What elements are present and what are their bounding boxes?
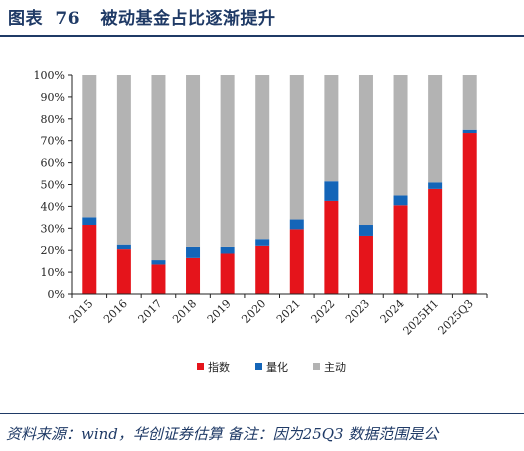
bar-量化-2025H1 bbox=[428, 182, 443, 189]
x-tick-label: 2022 bbox=[309, 297, 338, 326]
bar-指数-2024 bbox=[393, 205, 408, 294]
bar-指数-2025H1 bbox=[428, 188, 443, 294]
y-tick-label: 50% bbox=[41, 179, 65, 192]
legend-swatch-量化 bbox=[255, 363, 262, 370]
legend-label-指数: 指数 bbox=[208, 360, 230, 374]
bar-量化-2016 bbox=[116, 244, 131, 250]
x-tick-label: 2020 bbox=[239, 297, 268, 326]
bar-量化-2023 bbox=[358, 225, 373, 236]
bar-量化-2025Q3 bbox=[462, 129, 477, 134]
legend-swatch-指数 bbox=[197, 363, 204, 370]
bar-指数-2019 bbox=[220, 253, 235, 294]
x-tick-label: 2015 bbox=[66, 297, 95, 326]
stacked-bar-chart: 2015 2016 2017 2018 2019 2020 2021 2022 2023 2024… bbox=[34, 69, 488, 374]
x-tick-label: 2017 bbox=[136, 297, 165, 326]
y-tick-label: 90% bbox=[41, 91, 65, 104]
bar-指数-2022 bbox=[324, 200, 339, 294]
x-tick-label: 2025H1 bbox=[401, 297, 442, 338]
bar-主动-2021 bbox=[289, 75, 304, 220]
bar-主动-2016 bbox=[116, 75, 131, 245]
title-number: 76 bbox=[55, 9, 81, 29]
bar-主动-2024 bbox=[393, 75, 408, 196]
bar-指数-2023 bbox=[358, 235, 373, 294]
x-tick-label: 2019 bbox=[205, 297, 234, 326]
title-prefix: 图表 bbox=[8, 9, 43, 29]
bar-量化-2024 bbox=[393, 195, 408, 206]
y-tick-label: 20% bbox=[41, 244, 65, 257]
x-tick-label: 2025Q3 bbox=[436, 297, 476, 337]
bar-指数-2017 bbox=[151, 264, 166, 294]
bar-量化-2020 bbox=[255, 239, 270, 246]
y-tick-label: 30% bbox=[41, 222, 65, 235]
top-rule bbox=[0, 35, 524, 37]
bar-主动-2025H1 bbox=[428, 75, 443, 183]
bar-主动-2019 bbox=[220, 75, 235, 247]
x-tick-label: 2021 bbox=[274, 297, 303, 326]
x-tick-label: 2016 bbox=[101, 297, 130, 326]
bar-指数-2020 bbox=[255, 245, 270, 294]
bar-主动-2022 bbox=[324, 75, 339, 182]
y-tick-label: 100% bbox=[34, 69, 65, 82]
bar-主动-2018 bbox=[186, 75, 201, 247]
legend-label-量化: 量化 bbox=[266, 360, 288, 374]
bar-量化-2022 bbox=[324, 181, 339, 201]
bar-量化-2018 bbox=[186, 246, 201, 258]
y-tick-label: 40% bbox=[41, 200, 65, 213]
bar-量化-2015 bbox=[82, 217, 97, 226]
y-tick-label: 10% bbox=[41, 266, 65, 279]
bar-量化-2017 bbox=[151, 260, 166, 265]
legend-label-主动: 主动 bbox=[324, 361, 346, 374]
chart-title: 图表 76 被动基金占比逐渐提升 bbox=[8, 4, 276, 29]
bar-量化-2019 bbox=[220, 246, 235, 254]
y-tick-label: 60% bbox=[41, 157, 65, 170]
bar-主动-2017 bbox=[151, 75, 166, 261]
bar-主动-2020 bbox=[255, 75, 270, 240]
legend-swatch-主动 bbox=[313, 363, 320, 370]
bar-指数-2021 bbox=[289, 229, 304, 294]
bar-指数-2015 bbox=[82, 225, 97, 294]
bar-主动-2015 bbox=[82, 75, 97, 218]
x-tick-label: 2023 bbox=[343, 297, 372, 326]
y-tick-label: 0% bbox=[48, 288, 65, 301]
title-text: 被动基金占比逐渐提升 bbox=[100, 9, 276, 29]
bar-主动-2025Q3 bbox=[462, 75, 477, 130]
x-tick-label: 2024 bbox=[378, 297, 407, 326]
source-note: 资料来源：wind，华创证券估算 备注：因为25Q3 数据范围是公 bbox=[6, 425, 439, 443]
x-tick-label: 2018 bbox=[170, 297, 199, 326]
bar-指数-2016 bbox=[116, 249, 131, 294]
bar-主动-2023 bbox=[358, 75, 373, 226]
y-tick-label: 70% bbox=[41, 135, 65, 148]
y-tick-label: 80% bbox=[41, 113, 65, 126]
bottom-rule bbox=[0, 413, 524, 414]
bar-指数-2025Q3 bbox=[462, 133, 477, 294]
bar-量化-2021 bbox=[289, 219, 304, 230]
bar-指数-2018 bbox=[186, 257, 201, 294]
